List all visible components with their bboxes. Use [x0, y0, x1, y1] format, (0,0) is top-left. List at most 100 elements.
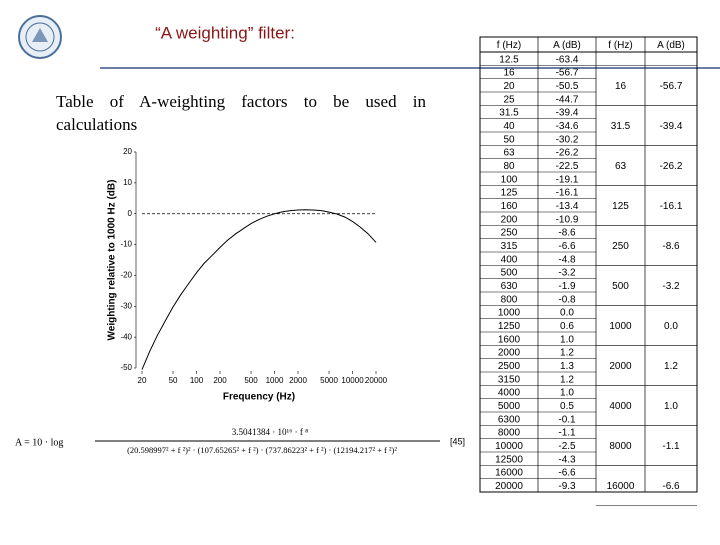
table-cell: -19.1: [556, 174, 579, 185]
y-tick-label: -20: [120, 271, 132, 280]
x-axis-title: Frequency (Hz): [223, 392, 295, 403]
table-cell: 6300: [498, 414, 521, 425]
table-cell: 16000: [607, 481, 635, 492]
table-cell: 80: [503, 161, 515, 172]
table-cell: -3.2: [662, 281, 680, 292]
table-cell: -39.4: [556, 108, 579, 119]
table-cell: 200: [501, 214, 518, 225]
table-cell: 1.0: [664, 401, 678, 412]
table-cell: -2.5: [558, 441, 576, 452]
x-tick-label: 50: [169, 376, 178, 385]
table-cell: 2500: [498, 361, 521, 372]
table-cell: -6.6: [558, 241, 576, 252]
table-cell: 63: [503, 148, 515, 159]
table-cell: 315: [501, 241, 518, 252]
x-tick-label: 500: [244, 376, 258, 385]
table-cell: -8.6: [558, 228, 576, 239]
table-header: f (Hz): [497, 40, 521, 51]
table-cell: 0.5: [560, 401, 574, 412]
table-header: A (dB): [657, 40, 685, 51]
table-cell: -39.4: [660, 121, 683, 132]
table-cell: 160: [501, 201, 518, 212]
table-cell: -30.2: [556, 134, 579, 145]
table-cell: -4.3: [558, 454, 576, 465]
table-cell: -50.5: [556, 81, 579, 92]
table-cell: 630: [501, 281, 518, 292]
table-cell: -9.3: [558, 481, 576, 492]
formula-lhs: A = 10 · log: [15, 437, 63, 448]
table-cell: 1.0: [560, 388, 574, 399]
table-cell: -16.1: [660, 201, 683, 212]
table-cell: 3150: [498, 374, 521, 385]
x-tick-label: 2000: [289, 376, 307, 385]
table-cell: 1.2: [560, 348, 574, 359]
table-cell: -1.1: [662, 441, 680, 452]
table-cell: -63.4: [556, 54, 579, 65]
table-cell: -6.6: [558, 468, 576, 479]
table-cell: 16: [615, 81, 627, 92]
table-cell: 500: [612, 281, 629, 292]
table-cell: -0.1: [558, 414, 576, 425]
table-cell: 125: [501, 188, 518, 199]
table-cell: -10.9: [556, 214, 579, 225]
table-cell: 20: [503, 81, 515, 92]
table-cell: -1.1: [558, 428, 576, 439]
table-cell: 800: [501, 294, 518, 305]
table-cell: 125: [612, 201, 629, 212]
table-cell: 10000: [495, 441, 523, 452]
table-cell: -4.8: [558, 254, 576, 265]
x-tick-label: 5000: [320, 376, 338, 385]
x-tick-label: 100: [190, 376, 204, 385]
x-tick-label: 20000: [365, 376, 388, 385]
formula-denominator: (20.598997² + f ²)² · (107.65265² + f ²)…: [127, 445, 397, 455]
table-frame: [479, 36, 698, 493]
table-cell: -1.9: [558, 281, 576, 292]
table-cell: 12.5: [499, 54, 519, 65]
table-cell: 400: [501, 254, 518, 265]
table-cell: 1000: [498, 308, 521, 319]
table-cell: 500: [501, 268, 518, 279]
y-tick-label: -10: [120, 240, 132, 249]
table-cell: -26.2: [660, 161, 683, 172]
table-cell: 1600: [498, 334, 521, 345]
table-cell: 1.3: [560, 361, 574, 372]
table-cell: -56.7: [556, 68, 579, 79]
table-cell: 1250: [498, 321, 521, 332]
x-tick-label: 20: [138, 376, 147, 385]
y-axis-title: Weighting relative to 1000 Hz (dB): [107, 180, 118, 341]
table-cell: 2000: [498, 348, 521, 359]
x-tick-label: 10000: [341, 376, 364, 385]
table-cell: 0.6: [560, 321, 574, 332]
x-tick-label: 1000: [266, 376, 284, 385]
table-cell: -22.5: [556, 161, 579, 172]
table-cell: 12500: [495, 454, 523, 465]
y-tick-label: -40: [120, 332, 132, 341]
table-header: f (Hz): [608, 40, 632, 51]
formula-numerator: 3.5041384 · 10¹⁶ · f ⁸: [232, 427, 308, 437]
table-cell: -34.6: [556, 121, 579, 132]
curve: [141, 209, 377, 370]
table-cell: -6.6: [662, 481, 680, 492]
table-cell: 31.5: [499, 108, 519, 119]
table-cell: 8000: [609, 441, 632, 452]
y-tick-label: 10: [123, 178, 132, 187]
table-cell: 0.0: [664, 321, 678, 332]
table-cell: 2000: [609, 361, 632, 372]
table-cell: 40: [503, 121, 515, 132]
table-cell: 4000: [498, 388, 521, 399]
table-cell: -13.4: [556, 201, 579, 212]
y-tick-label: -50: [120, 363, 132, 372]
table-cell: 5000: [498, 401, 521, 412]
table-cell: -16.1: [556, 188, 579, 199]
table-cell: 31.5: [611, 121, 631, 132]
table-cell: 1.0: [560, 334, 574, 345]
y-tick-label: 0: [128, 209, 133, 218]
table-cell: 4000: [609, 401, 632, 412]
y-tick-label: -30: [120, 301, 132, 310]
table-cell: 1000: [609, 321, 632, 332]
table-cell: 1.2: [664, 361, 678, 372]
table-cell: 16: [503, 68, 515, 79]
logo: [18, 15, 62, 59]
